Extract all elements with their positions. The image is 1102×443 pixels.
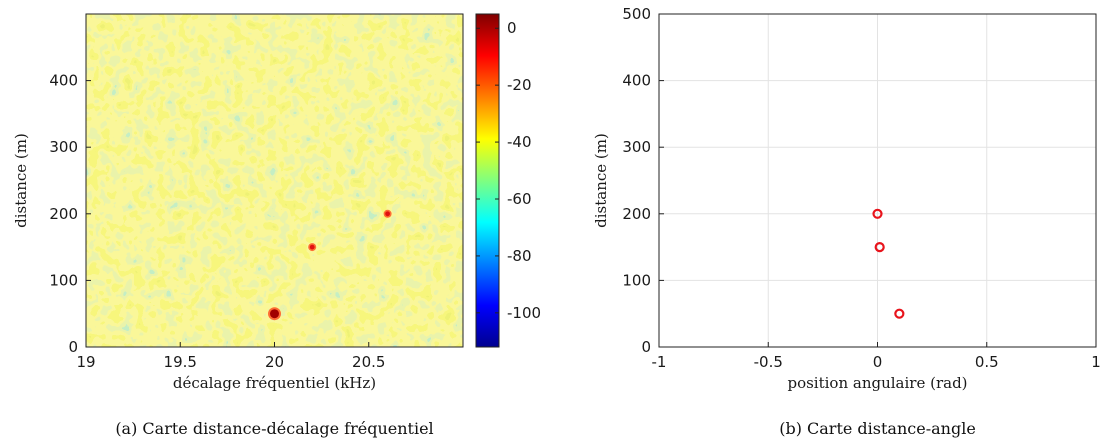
heatmap-peaks — [268, 209, 392, 321]
heatmap-y-axis-label: distance (m) — [12, 133, 30, 228]
scatter-y-tick-label: 200 — [622, 205, 651, 223]
scatter-y-tick-label: 0 — [641, 338, 651, 356]
heatmap-x-tick-label: 19 — [76, 353, 95, 371]
scatter-caption: (b) Carte distance-angle — [779, 419, 976, 438]
scatter-y-axis-label: distance (m) — [592, 133, 610, 228]
heatmap-y-tick-label: 300 — [49, 138, 78, 156]
colorbar-tick-label: -100 — [507, 304, 541, 322]
scatter-y-tick-label: 500 — [622, 5, 651, 23]
scatter-x-ticks: -1 -0.5 0 0.5 1 — [652, 342, 1101, 371]
heatmap-y-tick-label: 0 — [68, 338, 78, 356]
scatter-y-tick-label: 100 — [622, 271, 651, 289]
scatter-point — [874, 242, 885, 253]
scatter-x-tick-label: 0 — [873, 353, 883, 371]
scatter-y-ticks: 0 100 200 300 400 500 — [622, 5, 664, 356]
colorbar-ticks: 0 -20 -40 -60 -80 -100 — [476, 19, 541, 322]
heatmap-peak — [270, 309, 279, 319]
heatmap-noise-field — [86, 14, 463, 347]
colorbar — [475, 13, 500, 348]
colorbar-tick-label: 0 — [507, 19, 517, 37]
heatmap-y-ticks: 0 100 200 300 400 — [49, 72, 91, 356]
heatmap-x-tick-label: 19.5 — [164, 353, 197, 371]
heatmap-y-tick-label: 400 — [49, 72, 78, 90]
scatter-point — [894, 308, 905, 319]
scatter-x-tick-label: -0.5 — [754, 353, 783, 371]
heatmap-x-tick-label: 20 — [265, 353, 284, 371]
colorbar-tick-label: -80 — [507, 247, 532, 265]
heatmap-y-tick-label: 200 — [49, 205, 78, 223]
heatmap-x-tick-label: 20.5 — [352, 353, 385, 371]
heatmap-caption: (a) Carte distance-décalage fréquentiel — [115, 419, 433, 438]
colorbar-tick-label: -60 — [507, 190, 532, 208]
scatter-x-axis-label: position angulaire (rad) — [787, 374, 967, 392]
heatmap-peak — [385, 211, 390, 217]
heatmap-peak — [309, 244, 315, 250]
heatmap-panel: 19 19.5 20 20.5 0 100 200 300 400 décalage fréq… — [12, 13, 541, 438]
scatter-point — [872, 208, 883, 219]
heatmap-x-ticks: 19 19.5 20 20.5 — [76, 342, 385, 371]
scatter-x-tick-label: -1 — [652, 353, 667, 371]
scatter-x-tick-label: 1 — [1091, 353, 1101, 371]
heatmap-x-axis-label: décalage fréquentiel (kHz) — [173, 374, 376, 392]
scatter-points — [872, 208, 905, 319]
scatter-y-tick-label: 400 — [622, 72, 651, 90]
scatter-x-tick-label: 0.5 — [975, 353, 999, 371]
scatter-y-tick-label: 300 — [622, 138, 651, 156]
scatter-panel: -1 -0.5 0 0.5 1 0 100 200 300 400 500 position an… — [592, 5, 1101, 438]
heatmap-y-tick-label: 100 — [49, 271, 78, 289]
colorbar-tick-label: -40 — [507, 133, 532, 151]
colorbar-tick-label: -20 — [507, 76, 532, 94]
